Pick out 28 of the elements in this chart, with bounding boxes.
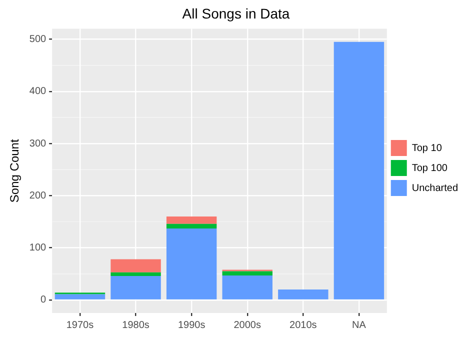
x-tick-label: 2010s [290, 320, 317, 331]
y-tick-label: 300 [29, 138, 47, 150]
x-tick-label: 1970s [66, 320, 94, 331]
bar [278, 290, 328, 300]
bar [334, 42, 384, 300]
bar [222, 275, 272, 300]
x-tick-label: 1980s [122, 320, 150, 331]
legend-label: Uncharted [412, 182, 458, 194]
y-tick-label: 100 [29, 242, 47, 254]
x-tick-label: 1990s [178, 320, 206, 331]
bar [222, 271, 272, 276]
legend-label: Top 100 [412, 162, 448, 174]
chart-title: All Songs in Data [182, 5, 290, 22]
x-tick-label: NA [352, 320, 366, 331]
bar [110, 272, 161, 276]
bar [166, 228, 217, 300]
bar [166, 224, 217, 229]
y-tick-label: 500 [29, 34, 47, 45]
bar [110, 259, 161, 272]
x-tick-label: 2000s [234, 320, 261, 331]
y-axis-title: Song Count [8, 138, 22, 203]
legend-label: Top 10 [412, 142, 442, 154]
bar [166, 216, 217, 224]
bar [110, 276, 161, 300]
y-tick-label: 0 [40, 294, 47, 306]
y-tick-label: 200 [29, 190, 47, 202]
y-tick-label: 400 [29, 86, 47, 98]
bar [54, 294, 106, 300]
